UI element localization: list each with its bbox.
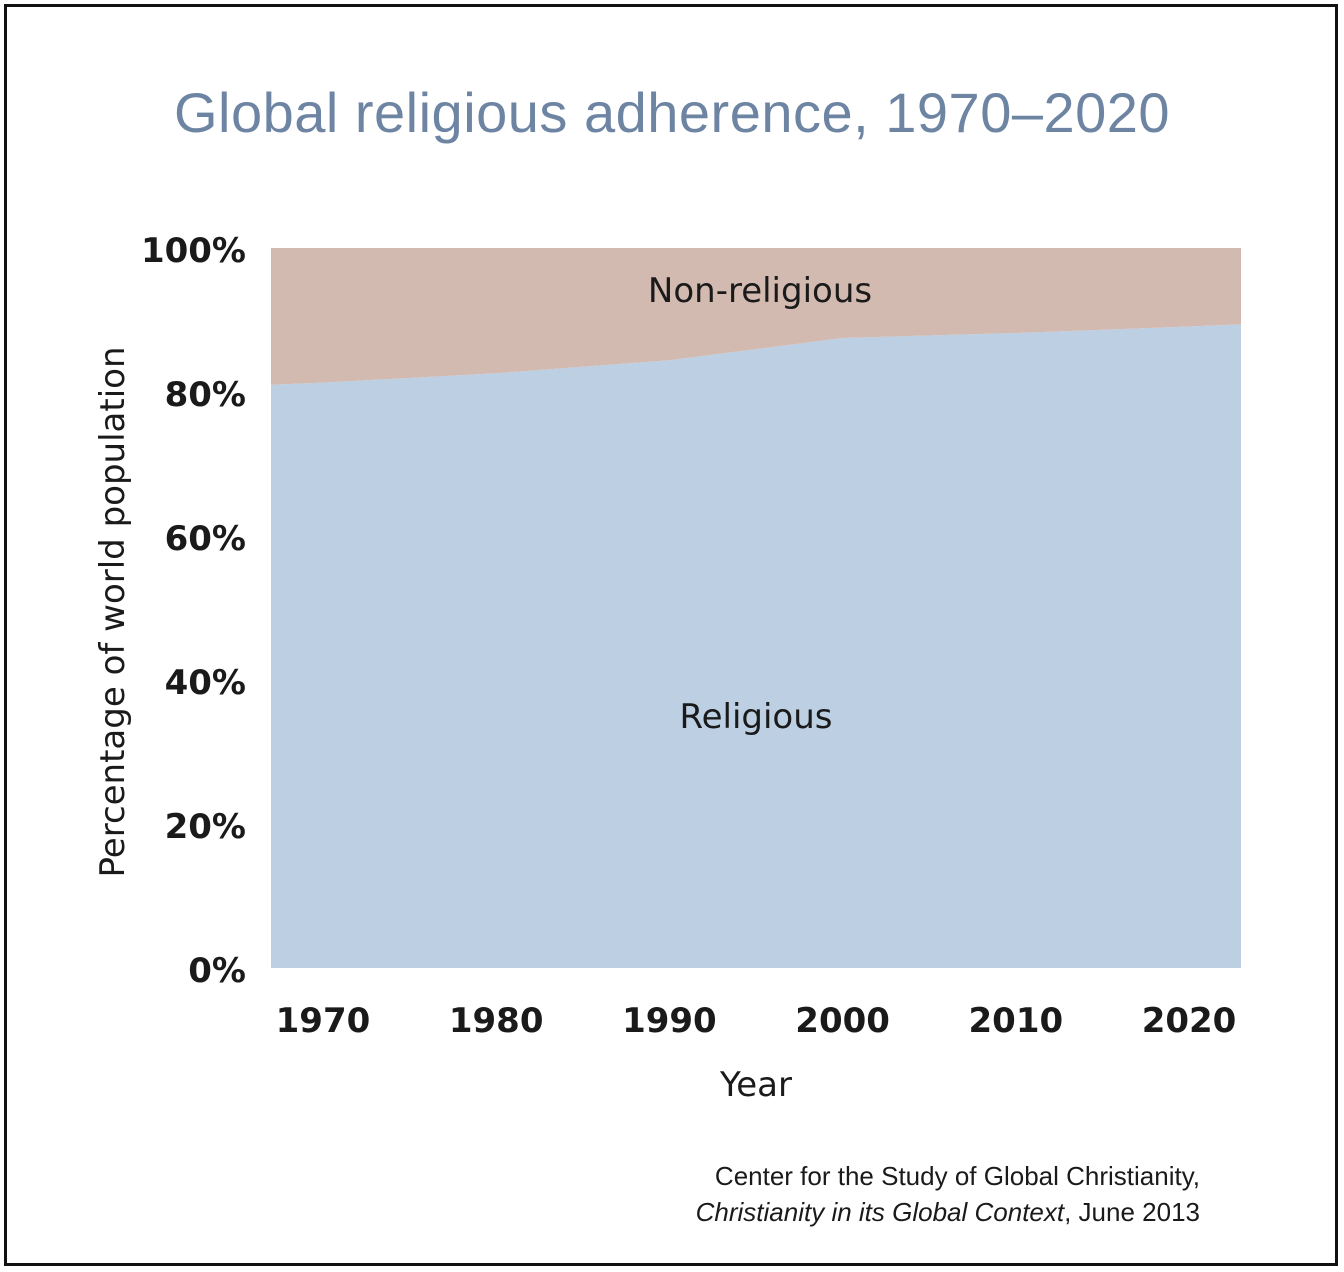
x-tick-label: 2000 bbox=[795, 1001, 890, 1041]
source-date: , June 2013 bbox=[1064, 1197, 1200, 1227]
x-tick-label: 1990 bbox=[622, 1001, 717, 1041]
y-tick-label: 40% bbox=[165, 663, 246, 703]
x-tick-label: 2020 bbox=[1142, 1001, 1237, 1041]
x-tick-label: 1980 bbox=[449, 1001, 544, 1041]
series-label-religious: Religious bbox=[680, 697, 833, 737]
source-citation: Christianity in its Global Context, June… bbox=[560, 1194, 1200, 1230]
y-tick-label: 80% bbox=[165, 375, 246, 415]
x-tick-label: 1970 bbox=[276, 1001, 371, 1041]
area-series-group bbox=[271, 248, 1241, 968]
x-axis-label: Year bbox=[719, 1065, 792, 1105]
y-tick-label: 0% bbox=[188, 951, 246, 991]
y-tick-label: 100% bbox=[141, 231, 246, 271]
chart-title: Global religious adherence, 1970–2020 bbox=[173, 81, 1171, 144]
area-religious bbox=[271, 324, 1241, 968]
source-organization: Center for the Study of Global Christian… bbox=[714, 1161, 1200, 1191]
source-note: Center for the Study of Global Christian… bbox=[560, 1158, 1200, 1230]
source-work: Christianity in its Global Context bbox=[695, 1197, 1065, 1227]
x-tick-label: 2010 bbox=[969, 1001, 1064, 1041]
series-label-non-religious: Non-religious bbox=[648, 271, 872, 311]
y-axis-ticks: 0% 20% 40% 60% 80% 100% bbox=[141, 231, 246, 991]
y-tick-label: 20% bbox=[165, 807, 246, 847]
y-tick-label: 60% bbox=[165, 519, 246, 559]
y-axis-label: Percentage of world population bbox=[93, 346, 133, 877]
x-axis-ticks: 1970 1980 1990 2000 2010 2020 bbox=[276, 1001, 1237, 1041]
area-non-religious bbox=[271, 248, 1241, 385]
